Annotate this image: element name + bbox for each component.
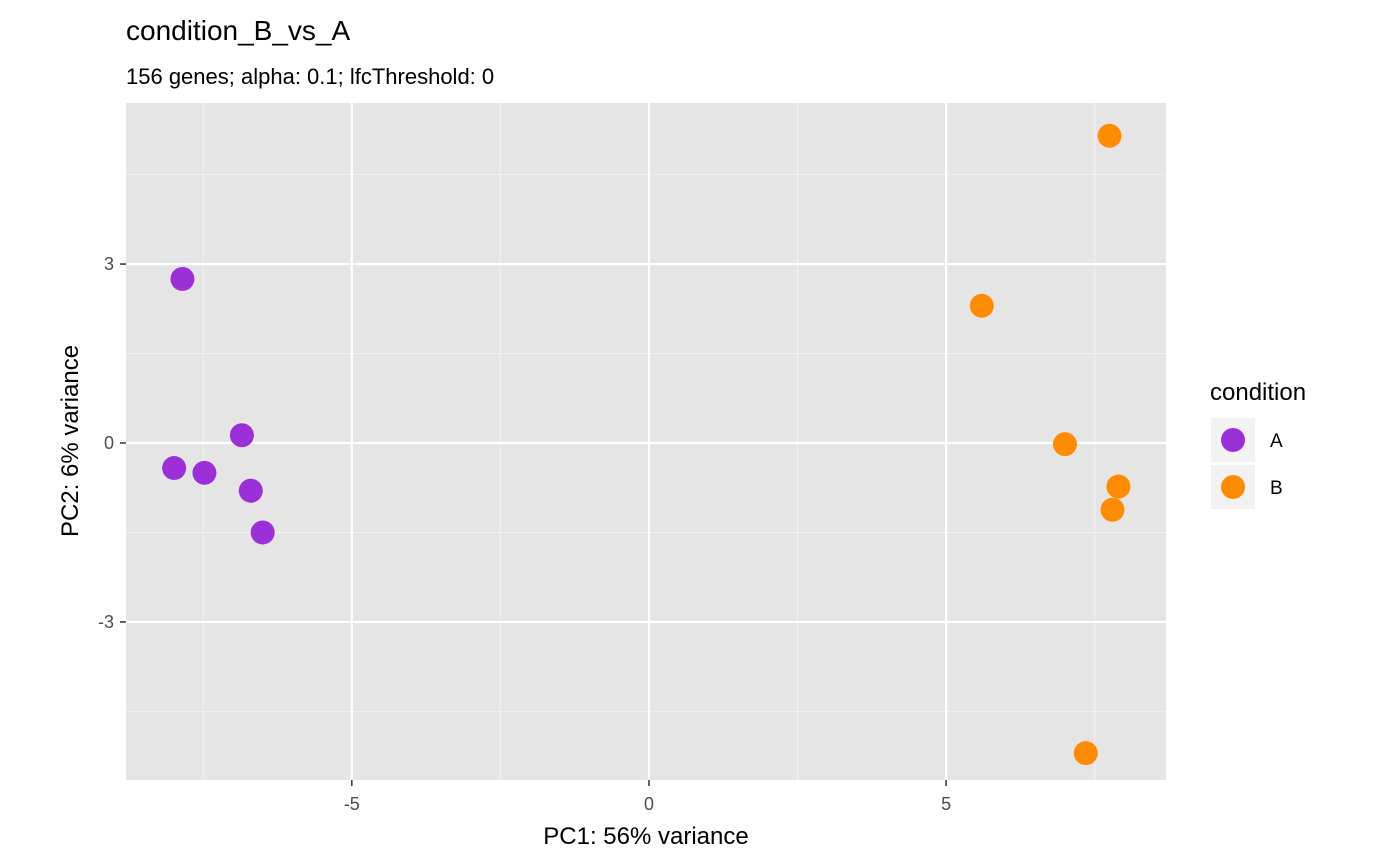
point-b bbox=[969, 293, 994, 318]
x-tick-label: 5 bbox=[941, 794, 951, 814]
grid-major bbox=[126, 103, 1166, 780]
legend-label-b: B bbox=[1270, 478, 1283, 499]
legend-title: condition bbox=[1210, 379, 1306, 406]
x-axis-title: PC1: 56% variance bbox=[543, 823, 748, 850]
y-tick-label: 3 bbox=[104, 254, 114, 274]
point-b bbox=[1052, 432, 1077, 457]
legend: condition A B bbox=[1210, 379, 1306, 509]
x-tick-label: -5 bbox=[344, 794, 360, 814]
y-tick-label: 0 bbox=[104, 433, 114, 453]
point-a bbox=[192, 460, 217, 485]
point-a bbox=[238, 478, 263, 503]
chart-title: condition_B_vs_A bbox=[126, 15, 350, 46]
point-b bbox=[1097, 123, 1122, 148]
legend-marker-a bbox=[1221, 428, 1245, 452]
legend-marker-b bbox=[1221, 475, 1245, 499]
point-a bbox=[162, 456, 187, 481]
point-b bbox=[1100, 497, 1125, 522]
y-axis-ticks: -3 0 3 bbox=[98, 254, 126, 632]
grid-minor bbox=[126, 103, 1166, 780]
chart-subtitle: 156 genes; alpha: 0.1; lfcThreshold: 0 bbox=[126, 64, 494, 89]
legend-label-a: A bbox=[1270, 431, 1283, 452]
plot-panel bbox=[126, 103, 1166, 780]
x-axis-ticks: -5 0 5 bbox=[344, 780, 951, 814]
y-axis-title: PC2: 6% variance bbox=[57, 345, 84, 537]
x-tick-label: 0 bbox=[644, 794, 654, 814]
point-a bbox=[170, 266, 195, 291]
point-b bbox=[1106, 474, 1131, 499]
y-tick-label: -3 bbox=[98, 612, 114, 632]
point-a bbox=[229, 423, 254, 448]
point-a bbox=[250, 520, 275, 545]
point-b bbox=[1073, 741, 1098, 766]
data-points bbox=[162, 123, 1131, 766]
